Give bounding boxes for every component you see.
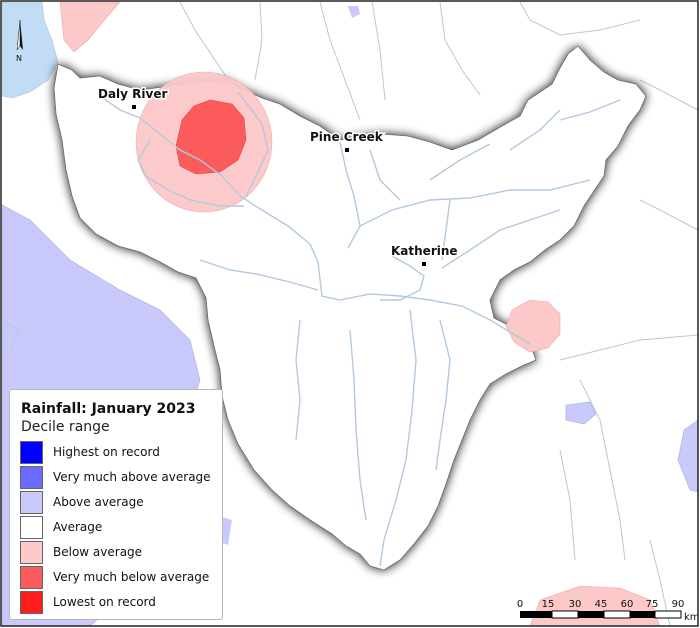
north-arrow-icon: N — [16, 19, 23, 63]
legend-swatch — [20, 516, 43, 539]
legend-swatch — [20, 566, 43, 589]
sea-water — [2, 2, 59, 99]
legend-item-lowest: Lowest on record — [20, 591, 220, 616]
town-label-pine-creek: Pine Creek — [310, 130, 384, 144]
scale-tick-75: 75 — [646, 599, 659, 610]
scale-tick-30: 30 — [569, 599, 582, 610]
town-marker-katherine — [422, 262, 426, 266]
legend-item-label: Average — [53, 520, 103, 534]
legend-item-very-much-above: Very much above average — [20, 466, 220, 491]
legend-item-label: Very much above average — [53, 470, 211, 484]
town-label-katherine: Katherine — [391, 244, 458, 258]
above-average-region-east — [565, 401, 597, 425]
legend-item-label: Above average — [53, 495, 144, 509]
legend-item-average: Average — [20, 516, 220, 541]
scale-bar: 0 15 30 45 60 75 90 km — [517, 599, 700, 623]
legend-item-label: Lowest on record — [53, 595, 156, 609]
town-label-daly-river: Daly River — [98, 87, 167, 101]
above-average-region-north — [348, 6, 360, 18]
legend-subtitle: Decile range — [21, 419, 110, 435]
legend-item-label: Highest on record — [53, 445, 160, 459]
very-much-below-average-region — [175, 99, 247, 175]
scale-tick-0: 0 — [517, 599, 523, 610]
map-title: Rainfall: January 2023 — [21, 401, 196, 417]
above-average-region-east-edge — [677, 419, 698, 493]
scale-tick-45: 45 — [595, 599, 608, 610]
legend-item-below: Below average — [20, 541, 220, 566]
town-marker-pine-creek — [345, 148, 349, 152]
legend-swatch — [20, 441, 43, 464]
legend-item-label: Below average — [53, 545, 143, 559]
town-marker-daly-river — [132, 105, 136, 109]
legend-item-very-much-below: Very much below average — [20, 566, 220, 591]
legend-swatch — [20, 466, 43, 489]
scale-unit: km — [684, 612, 700, 623]
scale-tick-60: 60 — [621, 599, 634, 610]
below-average-region-north — [59, 2, 121, 53]
below-average-region-east — [505, 299, 561, 353]
legend: Rainfall: January 2023 Decile range High… — [9, 389, 223, 620]
scale-tick-90: 90 — [672, 599, 685, 610]
legend-swatch — [20, 541, 43, 564]
legend-swatch — [20, 491, 43, 514]
north-label: N — [16, 54, 22, 63]
scale-tick-15: 15 — [542, 599, 555, 610]
legend-swatch — [20, 591, 43, 614]
catchment-rivers — [99, 91, 621, 567]
legend-item-above: Above average — [20, 491, 220, 516]
legend-item-highest: Highest on record — [20, 441, 220, 466]
legend-item-label: Very much below average — [53, 570, 210, 584]
